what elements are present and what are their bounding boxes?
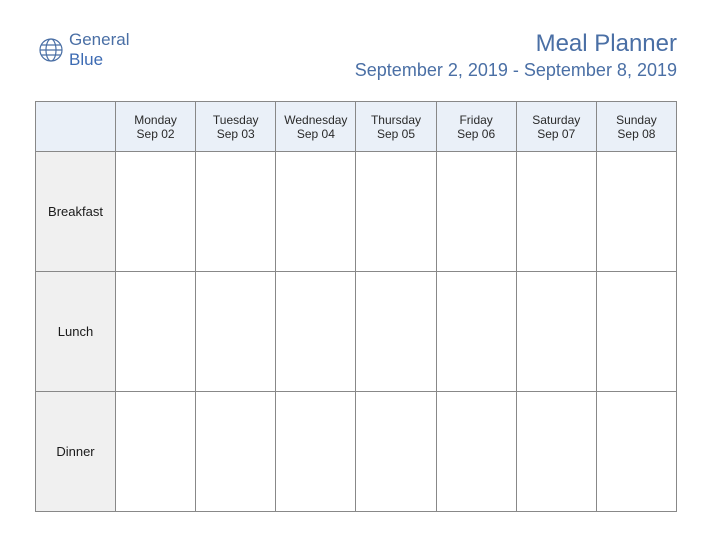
meal-cell[interactable]: [436, 152, 516, 272]
day-name: Monday: [118, 113, 193, 127]
logo-general-text: General: [69, 30, 129, 49]
title-block: Meal Planner September 2, 2019 - Septemb…: [355, 30, 677, 81]
day-header: Sunday Sep 08: [596, 102, 676, 152]
meal-cell[interactable]: [196, 152, 276, 272]
meal-cell[interactable]: [596, 272, 676, 392]
day-date: Sep 07: [519, 127, 594, 141]
day-date: Sep 04: [278, 127, 353, 141]
meal-cell[interactable]: [116, 152, 196, 272]
day-header: Thursday Sep 05: [356, 102, 436, 152]
table-row: Dinner: [36, 392, 677, 512]
meal-cell[interactable]: [356, 152, 436, 272]
day-name: Friday: [439, 113, 514, 127]
globe-icon: [35, 34, 67, 66]
meal-cell[interactable]: [276, 152, 356, 272]
meal-cell[interactable]: [596, 152, 676, 272]
meal-label: Lunch: [36, 272, 116, 392]
logo-text: GeneralBlue: [69, 30, 129, 70]
day-name: Sunday: [599, 113, 674, 127]
meal-cell[interactable]: [196, 272, 276, 392]
day-date: Sep 02: [118, 127, 193, 141]
day-name: Tuesday: [198, 113, 273, 127]
meal-cell[interactable]: [276, 392, 356, 512]
meal-cell[interactable]: [116, 392, 196, 512]
day-name: Wednesday: [278, 113, 353, 127]
corner-cell: [36, 102, 116, 152]
day-date: Sep 06: [439, 127, 514, 141]
meal-cell[interactable]: [276, 272, 356, 392]
meal-cell[interactable]: [436, 392, 516, 512]
table-header-row: Monday Sep 02 Tuesday Sep 03 Wednesday S…: [36, 102, 677, 152]
page-title: Meal Planner: [355, 30, 677, 58]
meal-cell[interactable]: [516, 272, 596, 392]
logo-blue-text: Blue: [69, 50, 103, 69]
meal-cell[interactable]: [116, 272, 196, 392]
table-row: Lunch: [36, 272, 677, 392]
meal-cell[interactable]: [516, 152, 596, 272]
day-header: Tuesday Sep 03: [196, 102, 276, 152]
day-name: Thursday: [358, 113, 433, 127]
meal-cell[interactable]: [356, 392, 436, 512]
day-header: Monday Sep 02: [116, 102, 196, 152]
page-header: GeneralBlue Meal Planner September 2, 20…: [35, 30, 677, 81]
meal-planner-table: Monday Sep 02 Tuesday Sep 03 Wednesday S…: [35, 101, 677, 512]
meal-label: Dinner: [36, 392, 116, 512]
date-range: September 2, 2019 - September 8, 2019: [355, 60, 677, 81]
day-header: Wednesday Sep 04: [276, 102, 356, 152]
day-date: Sep 03: [198, 127, 273, 141]
day-header: Saturday Sep 07: [516, 102, 596, 152]
meal-cell[interactable]: [596, 392, 676, 512]
meal-label: Breakfast: [36, 152, 116, 272]
day-date: Sep 05: [358, 127, 433, 141]
meal-cell[interactable]: [516, 392, 596, 512]
meal-cell[interactable]: [436, 272, 516, 392]
day-name: Saturday: [519, 113, 594, 127]
table-row: Breakfast: [36, 152, 677, 272]
day-header: Friday Sep 06: [436, 102, 516, 152]
day-date: Sep 08: [599, 127, 674, 141]
logo: GeneralBlue: [35, 30, 129, 70]
meal-cell[interactable]: [356, 272, 436, 392]
meal-cell[interactable]: [196, 392, 276, 512]
